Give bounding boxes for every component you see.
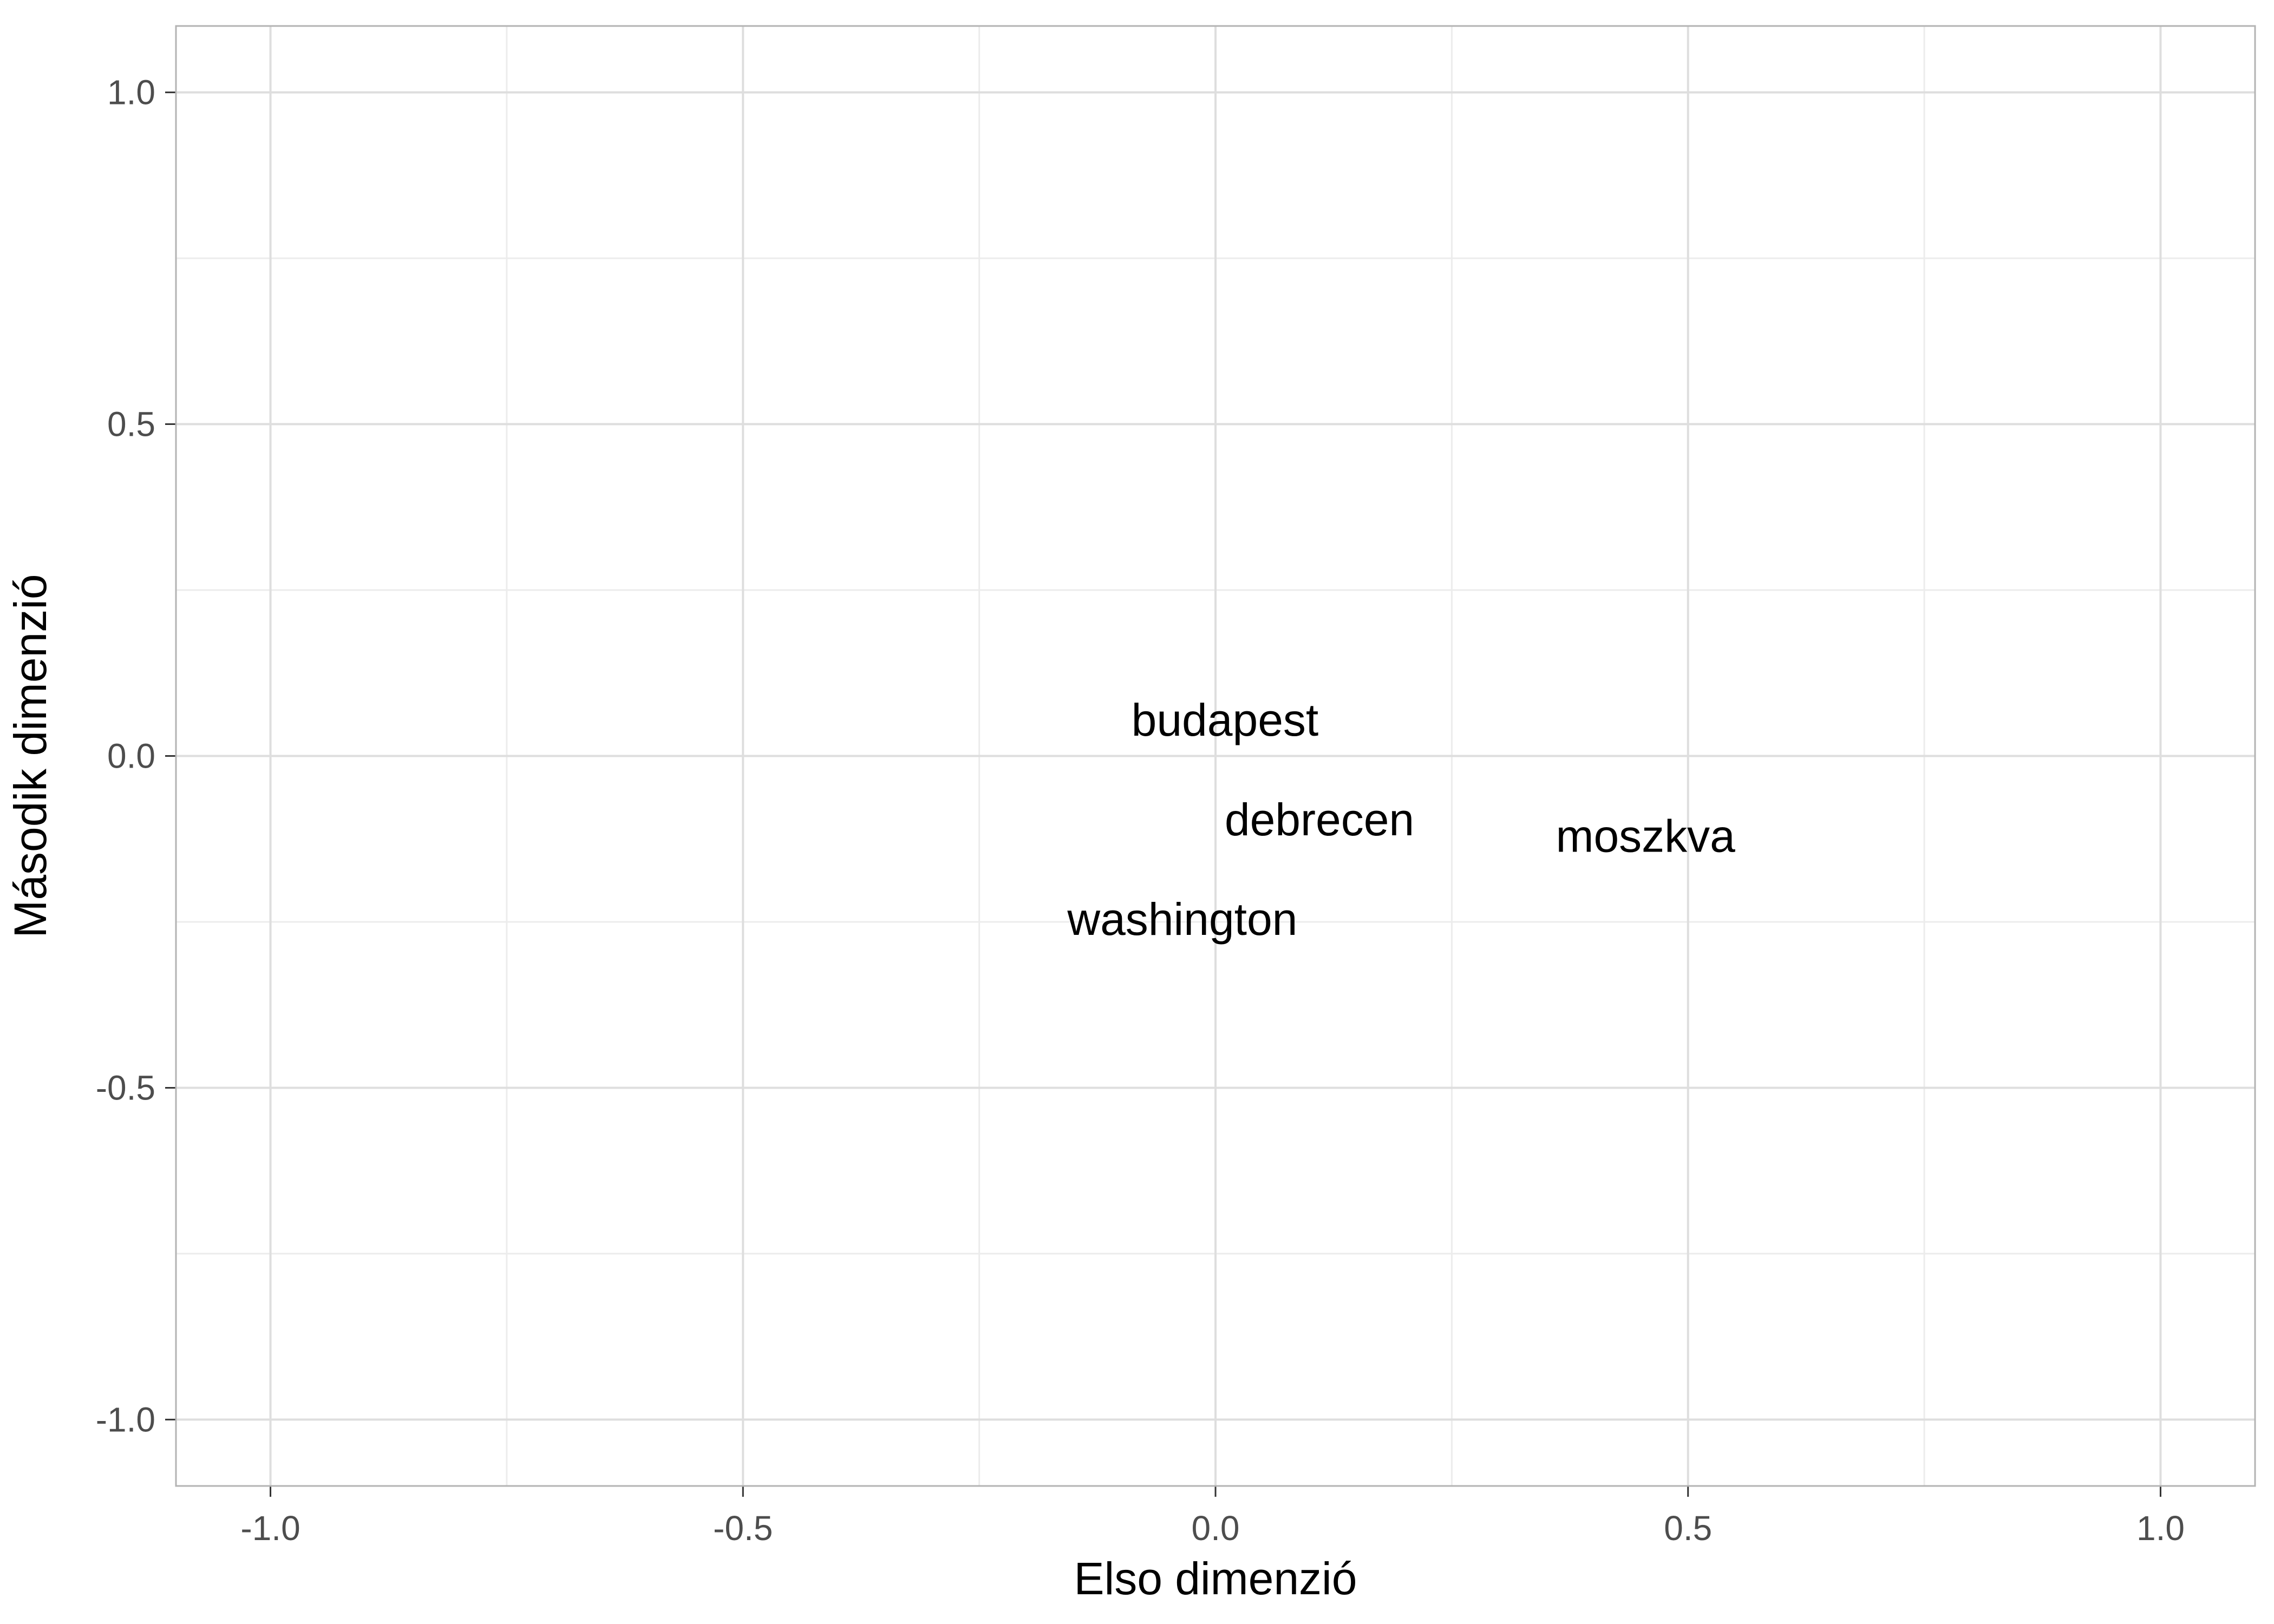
x-tick-labels: -1.0 -0.5 0.0 0.5 1.0 [240, 1509, 2185, 1548]
y-tick-label: 0.0 [107, 737, 155, 776]
y-axis-title: Második dimenzió [5, 574, 56, 938]
y-tick-label: 1.0 [107, 73, 155, 112]
y-tick-label: -0.5 [96, 1068, 155, 1107]
x-tick-label: 0.5 [1664, 1509, 1712, 1548]
y-tick-label: 0.5 [107, 405, 155, 444]
point-label: moszkva [1556, 811, 1735, 862]
x-tick-label: -1.0 [240, 1509, 300, 1548]
point-label: debrecen [1225, 794, 1414, 845]
x-axis-title: Elso dimenzió [1074, 1553, 1357, 1604]
x-tick-label: 1.0 [2136, 1509, 2185, 1548]
point-labels: budapest debrecen moszkva washington [1067, 695, 1735, 945]
axis-ticks [165, 91, 2161, 1497]
point-label: washington [1067, 894, 1297, 945]
x-tick-label: 0.0 [1192, 1509, 1240, 1548]
y-tick-labels: -1.0 -0.5 0.0 0.5 1.0 [96, 73, 155, 1439]
x-tick-label: -0.5 [713, 1509, 773, 1548]
point-label: budapest [1132, 695, 1319, 745]
y-tick-label: -1.0 [96, 1400, 155, 1439]
major-grid [176, 26, 2255, 1486]
plot-panel-border [175, 25, 2256, 1487]
